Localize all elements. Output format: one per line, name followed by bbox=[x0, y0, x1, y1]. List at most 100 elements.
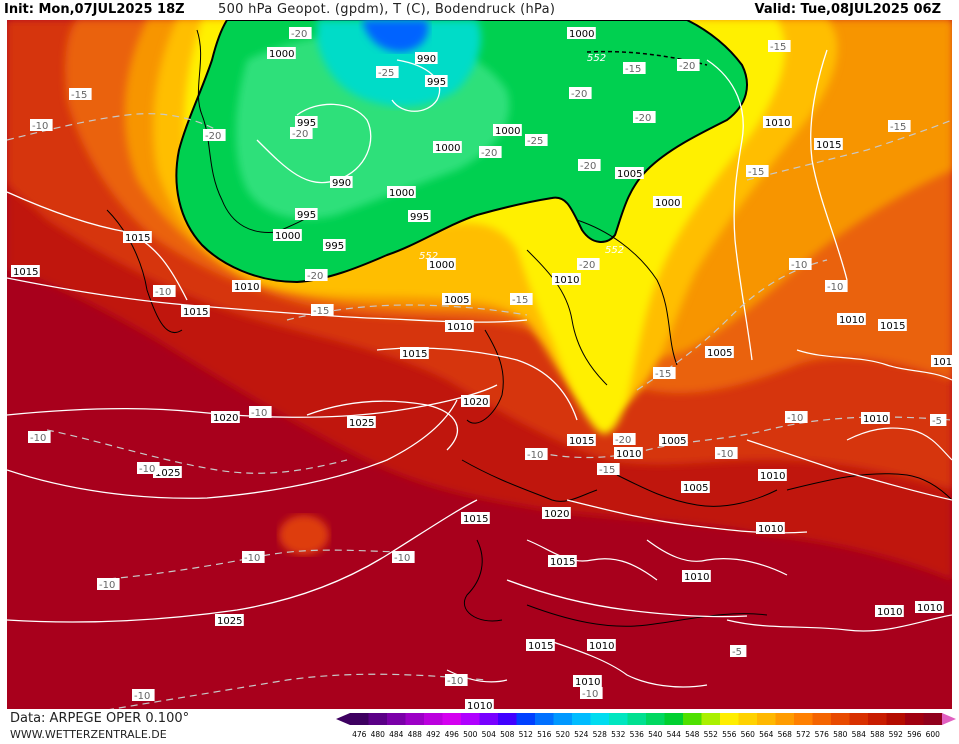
temperature-label: -10 bbox=[785, 411, 808, 424]
pressure-label: 1015 bbox=[814, 138, 843, 151]
pressure-label-text: 995 bbox=[410, 212, 429, 223]
pressure-label-box bbox=[542, 507, 571, 519]
temperature-label-text: -15 bbox=[71, 90, 87, 101]
pressure-label: 1015 bbox=[461, 512, 490, 525]
colorbar-arrow-left bbox=[336, 713, 350, 725]
pressure-label-box bbox=[814, 138, 843, 150]
colorbar-swatch bbox=[424, 713, 443, 725]
temperature-label-text: -5 bbox=[732, 647, 742, 658]
temperature-label-text: -20 bbox=[580, 161, 596, 172]
colorbar-label: 504 bbox=[482, 730, 497, 739]
pressure-label-box bbox=[758, 469, 787, 481]
temperature-label-text: -10 bbox=[527, 450, 543, 461]
pressure-label-box bbox=[433, 141, 462, 153]
temperature-label-text: -10 bbox=[155, 287, 171, 298]
pressure-label-text: 990 bbox=[417, 54, 436, 65]
temperature-label-box bbox=[930, 414, 947, 426]
pressure-label: 1015 bbox=[526, 639, 555, 652]
pressure-label-text: 1010 bbox=[877, 607, 902, 618]
pressure-label: 990 bbox=[330, 176, 353, 189]
colorbar-swatch bbox=[387, 713, 406, 725]
temperature-label-text: -15 bbox=[890, 122, 906, 133]
pressure-label: 1000 bbox=[567, 27, 596, 40]
pressure-label-box bbox=[915, 601, 944, 613]
temperature-label-text: -10 bbox=[394, 553, 410, 564]
temperature-label-text: -20 bbox=[205, 131, 221, 142]
temperature-label: -10 bbox=[789, 258, 812, 271]
temperature-label-text: -25 bbox=[378, 68, 394, 79]
temperature-label-box bbox=[888, 120, 911, 132]
colorbar-label: 476 bbox=[352, 730, 367, 739]
temperature-label-box bbox=[203, 129, 226, 141]
temperature-label: -15 bbox=[653, 367, 676, 380]
pressure-label: 1015 bbox=[181, 305, 210, 318]
pressure-label-box bbox=[427, 258, 456, 270]
pressure-label-text: 1015 bbox=[569, 436, 594, 447]
temperature-label-box bbox=[785, 411, 808, 423]
pressure-label-text: 1025 bbox=[349, 418, 374, 429]
pressure-label: 1010 bbox=[445, 320, 474, 333]
temperature-label-text: -10 bbox=[30, 433, 46, 444]
temperature-label-text: -10 bbox=[99, 580, 115, 591]
temperature-label-box bbox=[623, 62, 646, 74]
pressure-label-text: 1010 bbox=[684, 572, 709, 583]
pressure-label-box bbox=[295, 116, 318, 128]
temperature-label-box bbox=[28, 431, 51, 443]
pressure-label-text: 1005 bbox=[617, 169, 642, 180]
temperature-label: -15 bbox=[510, 293, 533, 306]
colorbar-swatch bbox=[905, 713, 924, 725]
pressure-label-box bbox=[323, 239, 346, 251]
colorbar-label: 508 bbox=[500, 730, 515, 739]
chart-header: Init: Mon,07JUL2025 18Z 500 hPa Geopot. … bbox=[0, 0, 959, 20]
temperature-label-text: -15 bbox=[655, 369, 671, 380]
pressure-label: 1015 bbox=[548, 555, 577, 568]
pressure-label: 1015 bbox=[11, 265, 40, 278]
pressure-label: 1005 bbox=[705, 346, 734, 359]
temperature-label-box bbox=[653, 367, 676, 379]
colorbar-swatch bbox=[461, 713, 480, 725]
pressure-label: 1010 bbox=[573, 675, 602, 688]
pressure-label-box bbox=[461, 395, 490, 407]
pressure-label: 1010 bbox=[915, 601, 944, 614]
temperature-label-text: -20 bbox=[291, 29, 307, 40]
pressure-label-text: 1015 bbox=[463, 514, 488, 525]
colorbar-label: 580 bbox=[833, 730, 848, 739]
borders bbox=[446, 349, 952, 688]
height-label-text: 552 bbox=[587, 53, 606, 64]
pressure-label-text: 1000 bbox=[655, 198, 680, 209]
chart-title: 500 hPa Geopot. (gpdm), T (C), Bodendruc… bbox=[218, 2, 556, 17]
temperature-label-text: -20 bbox=[615, 435, 631, 446]
colorbar-swatch bbox=[627, 713, 647, 725]
temperature-label-box bbox=[311, 304, 334, 316]
pressure-label-box bbox=[330, 176, 353, 188]
colorbar-swatch bbox=[442, 713, 462, 725]
colorbar-label: 520 bbox=[556, 730, 571, 739]
temperature-label-box bbox=[597, 463, 620, 475]
colorbar-label: 556 bbox=[722, 730, 737, 739]
pressure-label-box bbox=[267, 47, 296, 59]
pressure-label-text: 1010 bbox=[765, 118, 790, 129]
pressure-label-text: 995 bbox=[297, 118, 316, 129]
temperature-label-box bbox=[677, 59, 700, 71]
pressure-label-box bbox=[756, 522, 785, 534]
pressure-label: 1025 bbox=[153, 466, 182, 479]
pressure-label: 1015 bbox=[400, 347, 429, 360]
band-blue bbox=[362, 20, 429, 52]
pressure-label-box bbox=[659, 434, 688, 446]
temperature-label: -10 bbox=[28, 431, 51, 444]
temperature-label: -10 bbox=[132, 689, 155, 702]
pressure-label-box bbox=[526, 639, 555, 651]
colorbar-swatch bbox=[572, 713, 591, 725]
pressure-label-text: 1020 bbox=[463, 397, 488, 408]
pressure-label-text: 1015 bbox=[880, 321, 905, 332]
pressure-label-box bbox=[211, 411, 240, 423]
colorbar-swatch bbox=[831, 713, 850, 725]
temperature-label-box bbox=[290, 127, 313, 139]
pressure-label-box bbox=[400, 347, 429, 359]
temperature-label: -10 bbox=[392, 551, 415, 564]
isotherms bbox=[7, 113, 952, 709]
colorbar-swatch bbox=[794, 713, 813, 725]
colorbar-swatch bbox=[757, 713, 776, 725]
temperature-label-text: -20 bbox=[635, 113, 651, 124]
colorbar-label: 524 bbox=[574, 730, 589, 739]
